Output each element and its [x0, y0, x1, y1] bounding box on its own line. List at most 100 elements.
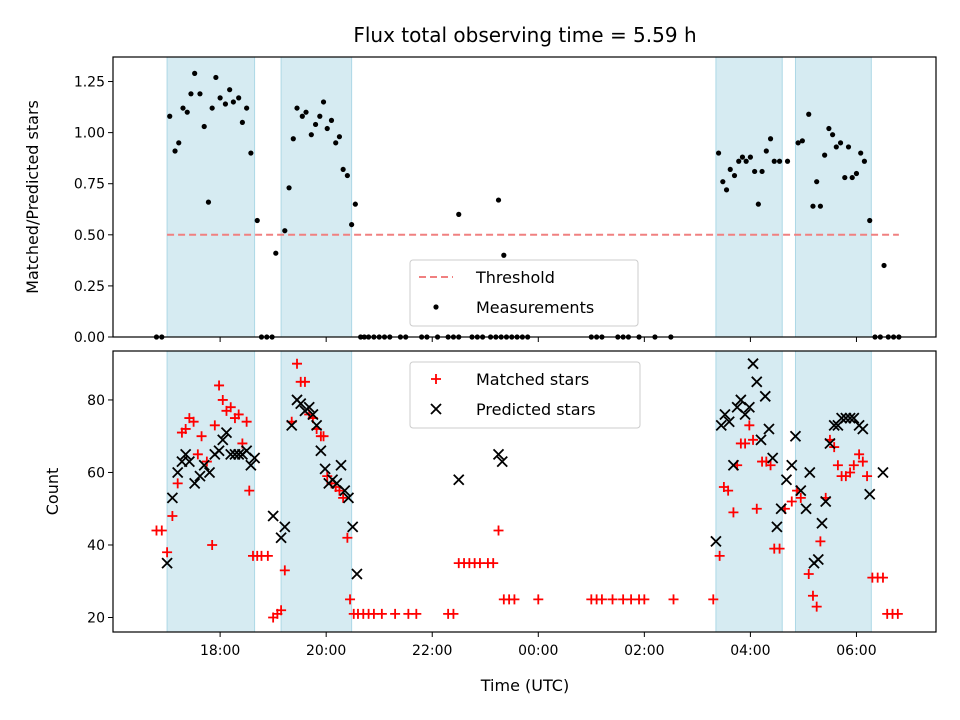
predicted-star-point [315, 445, 327, 457]
matched-star-point [207, 539, 218, 550]
x-tick-label: 04:00 [730, 643, 770, 659]
matched-star-point [233, 409, 244, 420]
predicted-star-point [747, 358, 759, 370]
measurement-point [209, 105, 215, 111]
matched-star-point [509, 594, 520, 605]
measurement-point [727, 166, 733, 173]
measurement-point [845, 144, 852, 150]
predicted-star-point [267, 510, 279, 522]
measurement-point [736, 158, 742, 164]
measurement-point [184, 109, 190, 115]
predicted-star-point [183, 455, 195, 468]
measurement-point [317, 113, 323, 119]
bottom-panel-count: 20 40 60 80 18:00 20:00 22:00 00:00 02:00 04:00 06… [43, 350, 937, 659]
predicted-star-point [492, 448, 505, 460]
matched-star-point [714, 550, 725, 561]
measurement-point [853, 170, 860, 177]
measurement-point [833, 144, 839, 150]
matched-star-point [728, 507, 739, 518]
measurement-point [188, 91, 194, 97]
predicted-star-point [203, 466, 216, 479]
matched-star-point [209, 420, 220, 431]
matched-star-point [832, 460, 843, 471]
observing-window [715, 350, 783, 633]
predicted-star-point [719, 408, 731, 421]
predicted-star-point [771, 521, 783, 533]
predicted-star-point [225, 448, 237, 460]
legend-measurement-swatch [433, 304, 439, 310]
y-tick-label: 0.00 [74, 330, 105, 346]
matched-star-point [338, 492, 349, 503]
matched-star-point [262, 550, 273, 561]
matched-star-point [156, 525, 167, 536]
predicted-star-point [275, 532, 287, 544]
measurement-point [248, 150, 254, 156]
measurement-point [217, 95, 223, 101]
matched-star-point [292, 358, 303, 369]
measurement-point [763, 148, 769, 154]
chart-title: Flux total observing time = 5.59 h [353, 23, 696, 47]
matched-star-point [857, 456, 868, 467]
legend-box [409, 259, 639, 327]
measurement-point [842, 174, 848, 181]
matched-star-point [299, 376, 310, 387]
measurement-point [861, 158, 868, 164]
matched-star-point [786, 496, 797, 507]
predicted-star-point [710, 535, 722, 547]
matched-star-point [751, 503, 762, 514]
predicted-star-point [804, 466, 816, 479]
predicted-star-point [335, 459, 347, 471]
predicted-star-point [775, 503, 787, 515]
matched-star-point [172, 478, 183, 489]
matched-star-point [848, 460, 859, 471]
predicted-star-point [848, 412, 860, 424]
matched-star-point [318, 431, 329, 442]
axes-frame [112, 350, 937, 633]
matched-star-point [322, 471, 333, 482]
observing-window [280, 350, 353, 633]
measurement-point [810, 203, 816, 209]
matched-star-point [180, 423, 191, 434]
predicted-star-point [310, 419, 323, 431]
predicted-star-point [820, 495, 832, 508]
matched-star-point [188, 416, 199, 427]
matched-star-point [774, 543, 785, 554]
matched-star-point [162, 547, 173, 558]
axes-frame [112, 56, 937, 338]
matched-star-point [708, 594, 719, 605]
matched-star-point [244, 485, 255, 496]
predicted-star-point [727, 459, 740, 471]
measurement-point [290, 136, 296, 142]
matched-star-point [815, 536, 826, 547]
predicted-star-point [759, 390, 771, 402]
measurement-point [814, 179, 820, 185]
x-tick-label: 20:00 [306, 643, 346, 659]
predicted-star-point [303, 401, 315, 413]
predicted-star-point [286, 419, 298, 431]
matched-star-point [862, 471, 873, 482]
matched-star-point [533, 594, 544, 605]
observing-window [166, 350, 256, 633]
measurement-point [806, 111, 812, 117]
measurement-point [344, 172, 350, 179]
predicted-star-point [835, 412, 848, 424]
measurement-point [282, 228, 288, 234]
measurement-point [752, 168, 758, 175]
observing-window [794, 350, 872, 633]
predicted-star-point [812, 553, 824, 566]
x-tick-label: 02:00 [624, 643, 664, 659]
matched-star-point [390, 608, 401, 619]
predicted-star-point [453, 474, 465, 486]
measurement-point [230, 99, 236, 105]
matched-star-point [744, 420, 755, 431]
predicted-star-point [715, 419, 727, 431]
predicted-star-point [347, 521, 359, 533]
predicted-star-point [295, 397, 307, 410]
measurement-point [227, 87, 233, 93]
predicted-star-point [220, 426, 233, 439]
predicted-star-point [844, 412, 856, 424]
measurement-point [352, 201, 358, 207]
predicted-star-point [800, 503, 812, 515]
matched-star-point [811, 601, 822, 612]
